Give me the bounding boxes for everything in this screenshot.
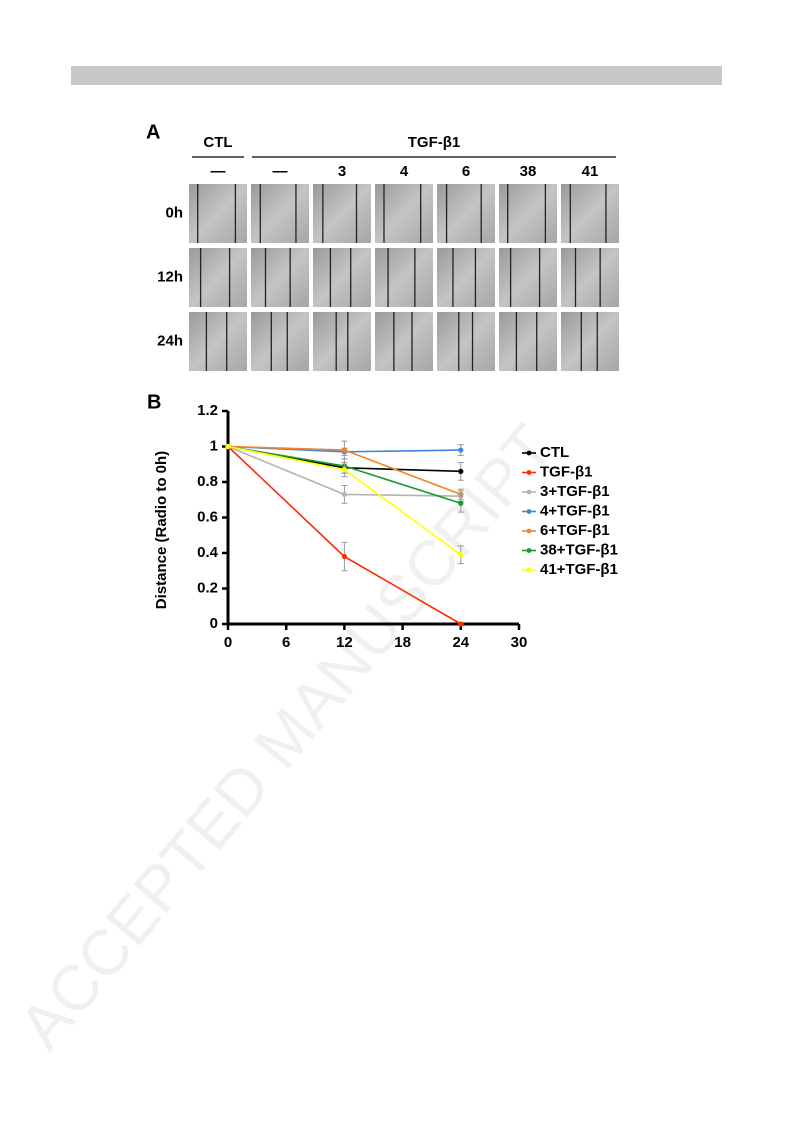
y-tick-label: 0 bbox=[210, 615, 218, 632]
micrograph bbox=[189, 184, 247, 243]
micrograph bbox=[251, 248, 309, 307]
legend-label: 41+TGF-β1 bbox=[540, 561, 618, 578]
row-label: 12h bbox=[157, 268, 183, 285]
legend-label: TGF-β1 bbox=[540, 463, 593, 480]
x-tick-label: 30 bbox=[511, 634, 528, 651]
data-point bbox=[458, 552, 464, 558]
y-axis-label: Distance (Radio to 0h) bbox=[153, 451, 170, 609]
micrograph bbox=[499, 312, 557, 371]
y-tick-label: 0.4 bbox=[197, 544, 219, 561]
column-label: 41 bbox=[582, 163, 599, 180]
micrograph bbox=[437, 312, 495, 371]
micrograph bbox=[499, 184, 557, 243]
data-point bbox=[341, 553, 347, 560]
micrograph bbox=[375, 312, 433, 371]
data-point bbox=[225, 443, 231, 450]
column-label: 4 bbox=[400, 163, 409, 180]
column-label: 3 bbox=[338, 163, 346, 180]
micrograph bbox=[561, 248, 619, 307]
x-tick-label: 0 bbox=[224, 634, 232, 651]
data-point bbox=[458, 500, 464, 506]
micrograph bbox=[499, 248, 557, 307]
y-tick-label: 0.2 bbox=[197, 579, 218, 596]
legend-marker bbox=[526, 470, 532, 475]
panel-label: B bbox=[147, 391, 161, 413]
x-tick-label: 24 bbox=[452, 634, 469, 651]
micrograph bbox=[375, 248, 433, 307]
column-label: 38 bbox=[520, 163, 537, 180]
data-point bbox=[458, 447, 464, 453]
x-tick-label: 12 bbox=[336, 634, 353, 651]
data-point bbox=[341, 447, 347, 453]
x-tick-label: 18 bbox=[394, 634, 411, 651]
legend-label: 4+TGF-β1 bbox=[540, 502, 610, 519]
legend-marker bbox=[526, 509, 532, 514]
data-point bbox=[341, 491, 347, 498]
column-label: — bbox=[211, 163, 226, 180]
micrograph bbox=[313, 248, 371, 307]
micrograph bbox=[437, 248, 495, 307]
legend-label: CTL bbox=[540, 444, 569, 461]
micrograph bbox=[437, 184, 495, 243]
group-label: TGF-β1 bbox=[408, 134, 461, 151]
legend-label: 6+TGF-β1 bbox=[540, 522, 610, 539]
panel-label: A bbox=[146, 121, 160, 143]
row-label: 24h bbox=[157, 332, 183, 349]
micrograph bbox=[375, 184, 433, 243]
y-tick-label: 1 bbox=[210, 437, 218, 454]
micrograph bbox=[313, 312, 371, 371]
micrograph bbox=[189, 312, 247, 371]
row-label: 0h bbox=[165, 204, 183, 221]
legend-label: 38+TGF-β1 bbox=[540, 541, 618, 558]
header-bar bbox=[71, 66, 722, 85]
column-label: 6 bbox=[462, 163, 470, 180]
data-point bbox=[341, 466, 347, 473]
micrograph bbox=[313, 184, 371, 243]
legend-marker bbox=[526, 567, 532, 573]
legend-marker bbox=[526, 528, 532, 534]
y-tick-label: 0.6 bbox=[197, 508, 218, 525]
watermark: ACCEPTED MANUSCRIPT bbox=[5, 411, 568, 1062]
x-tick-label: 6 bbox=[282, 634, 290, 651]
group-label: CTL bbox=[203, 134, 232, 151]
micrograph bbox=[561, 312, 619, 371]
data-point bbox=[458, 468, 464, 474]
y-tick-label: 0.8 bbox=[197, 473, 218, 490]
legend-label: 3+TGF-β1 bbox=[540, 483, 610, 500]
legend-marker bbox=[526, 489, 532, 495]
legend-marker bbox=[526, 548, 532, 553]
data-point bbox=[458, 621, 464, 627]
y-tick-label: 1.2 bbox=[197, 402, 218, 419]
micrograph bbox=[189, 248, 247, 307]
column-label: — bbox=[273, 163, 288, 180]
legend-marker bbox=[526, 450, 532, 456]
micrograph bbox=[251, 312, 309, 371]
